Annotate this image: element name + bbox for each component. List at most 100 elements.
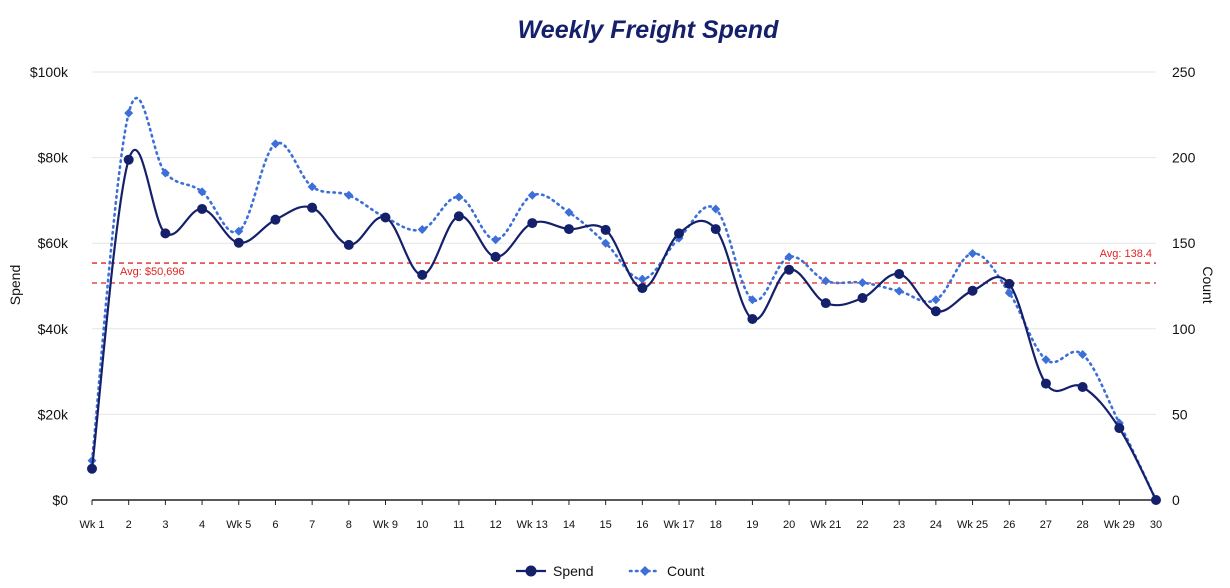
- x-tick-label: 26: [1003, 519, 1015, 531]
- x-tick-label: 16: [636, 519, 648, 531]
- y-left-tick-label: $0: [52, 492, 68, 508]
- x-tick-label: 4: [199, 519, 205, 531]
- data-point-count: [931, 295, 941, 305]
- x-tick-label: Wk 5: [226, 519, 251, 531]
- y-left-tick-label: $20k: [38, 406, 69, 422]
- data-point-count: [454, 192, 464, 202]
- x-tick-label: 2: [126, 519, 132, 531]
- y-right-tick-label: 100: [1172, 321, 1196, 337]
- data-point-count: [784, 252, 794, 262]
- data-point-count: [197, 187, 207, 197]
- data-point-spend: [894, 269, 905, 280]
- data-point-count: [968, 248, 978, 258]
- data-point-count: [821, 276, 831, 286]
- data-point-spend: [1077, 382, 1088, 393]
- series: [87, 96, 1161, 505]
- data-point-spend: [784, 264, 795, 275]
- x-tick-label: Wk 29: [1104, 519, 1135, 531]
- data-point-count: [564, 207, 574, 217]
- series-count: [87, 96, 1161, 505]
- grid: [92, 71, 1156, 415]
- x-tick-label: 23: [893, 519, 905, 531]
- data-point-spend: [490, 251, 501, 262]
- data-point-count: [124, 108, 134, 118]
- data-point-spend: [453, 211, 464, 222]
- data-point-spend: [1114, 423, 1125, 434]
- data-point-count: [894, 286, 904, 296]
- average-label: Avg: 138.4: [1100, 248, 1152, 260]
- x-tick-label: 22: [856, 519, 868, 531]
- data-point-spend: [930, 306, 941, 317]
- data-point-spend: [417, 269, 428, 280]
- x-tick-label: Wk 21: [810, 519, 841, 531]
- data-point-count: [307, 182, 317, 192]
- data-point-count: [1078, 349, 1088, 359]
- x-tick-label: 10: [416, 519, 428, 531]
- data-point-spend: [820, 298, 831, 309]
- data-point-spend: [674, 228, 685, 239]
- x-tick-label: Wk 1: [79, 519, 104, 531]
- x-axis: Wk 1 2 3 4 Wk 5 6 7 8 Wk 9 10 11 12 Wk 13 14 15 16 Wk 17…: [79, 500, 1162, 531]
- y-axis-right-title: Count: [1200, 266, 1216, 303]
- legend: Spend Count: [516, 563, 704, 579]
- legend-label: Count: [667, 563, 704, 579]
- data-point-spend: [1040, 378, 1051, 389]
- x-tick-label: 30: [1150, 519, 1162, 531]
- data-point-count: [711, 204, 721, 214]
- data-point-count: [417, 225, 427, 235]
- average-label: Avg: $50,696: [120, 266, 185, 278]
- x-tick-label: 11: [453, 519, 464, 531]
- legend-item-spend[interactable]: Spend: [516, 563, 593, 579]
- x-tick-label: 24: [930, 519, 942, 531]
- data-point-count: [857, 278, 867, 288]
- data-point-count: [637, 274, 647, 284]
- data-point-count: [160, 168, 170, 178]
- data-point-spend: [857, 292, 868, 303]
- data-point-count: [601, 238, 611, 248]
- y-right-tick-label: 50: [1172, 406, 1188, 422]
- x-tick-label: Wk 25: [957, 519, 988, 531]
- data-point-spend: [233, 237, 244, 248]
- x-tick-label: 15: [600, 519, 612, 531]
- data-point-spend: [160, 228, 171, 239]
- data-point-spend: [747, 313, 758, 324]
- data-point-count: [527, 190, 537, 200]
- legend-item-count[interactable]: Count: [628, 563, 704, 579]
- x-tick-label: Wk 13: [517, 519, 548, 531]
- x-tick-label: 8: [346, 519, 352, 531]
- x-tick-label: 20: [783, 519, 795, 531]
- y-left-tick-label: $40k: [38, 321, 69, 337]
- data-point-spend: [967, 285, 978, 296]
- data-point-count: [747, 295, 757, 305]
- data-point-count: [344, 190, 354, 200]
- x-tick-label: 6: [272, 519, 278, 531]
- legend-marker: [525, 565, 537, 577]
- data-point-spend: [1004, 278, 1015, 289]
- data-point-spend: [637, 283, 648, 294]
- y-left-tick-label: $80k: [38, 150, 69, 166]
- data-point-spend: [307, 202, 318, 213]
- y-left-tick-label: $100k: [30, 64, 69, 80]
- legend-marker: [640, 566, 650, 576]
- y-axis-left-title: Spend: [7, 265, 23, 305]
- y-right-tick-label: 150: [1172, 235, 1196, 251]
- x-tick-label: 3: [162, 519, 168, 531]
- data-point-spend: [380, 212, 391, 223]
- x-tick-label: 12: [489, 519, 501, 531]
- series-line-count: [90, 96, 1158, 502]
- series-spend: [87, 148, 1161, 505]
- x-tick-label: Wk 9: [373, 519, 398, 531]
- y-axis-right: 0 50 100 150 200 250: [1172, 64, 1196, 508]
- data-point-spend: [527, 218, 538, 229]
- x-tick-label: 14: [563, 519, 575, 531]
- y-axis-left: $0 $20k $40k $60k $80k $100k: [30, 64, 69, 508]
- y-left-tick-label: $60k: [38, 235, 69, 251]
- data-point-spend: [87, 463, 97, 474]
- x-tick-label: 7: [309, 519, 315, 531]
- legend-label: Spend: [553, 563, 593, 579]
- series-line-spend: [90, 148, 1157, 501]
- x-tick-label: 27: [1040, 519, 1052, 531]
- data-point-count: [491, 235, 501, 245]
- data-point-spend: [123, 154, 134, 165]
